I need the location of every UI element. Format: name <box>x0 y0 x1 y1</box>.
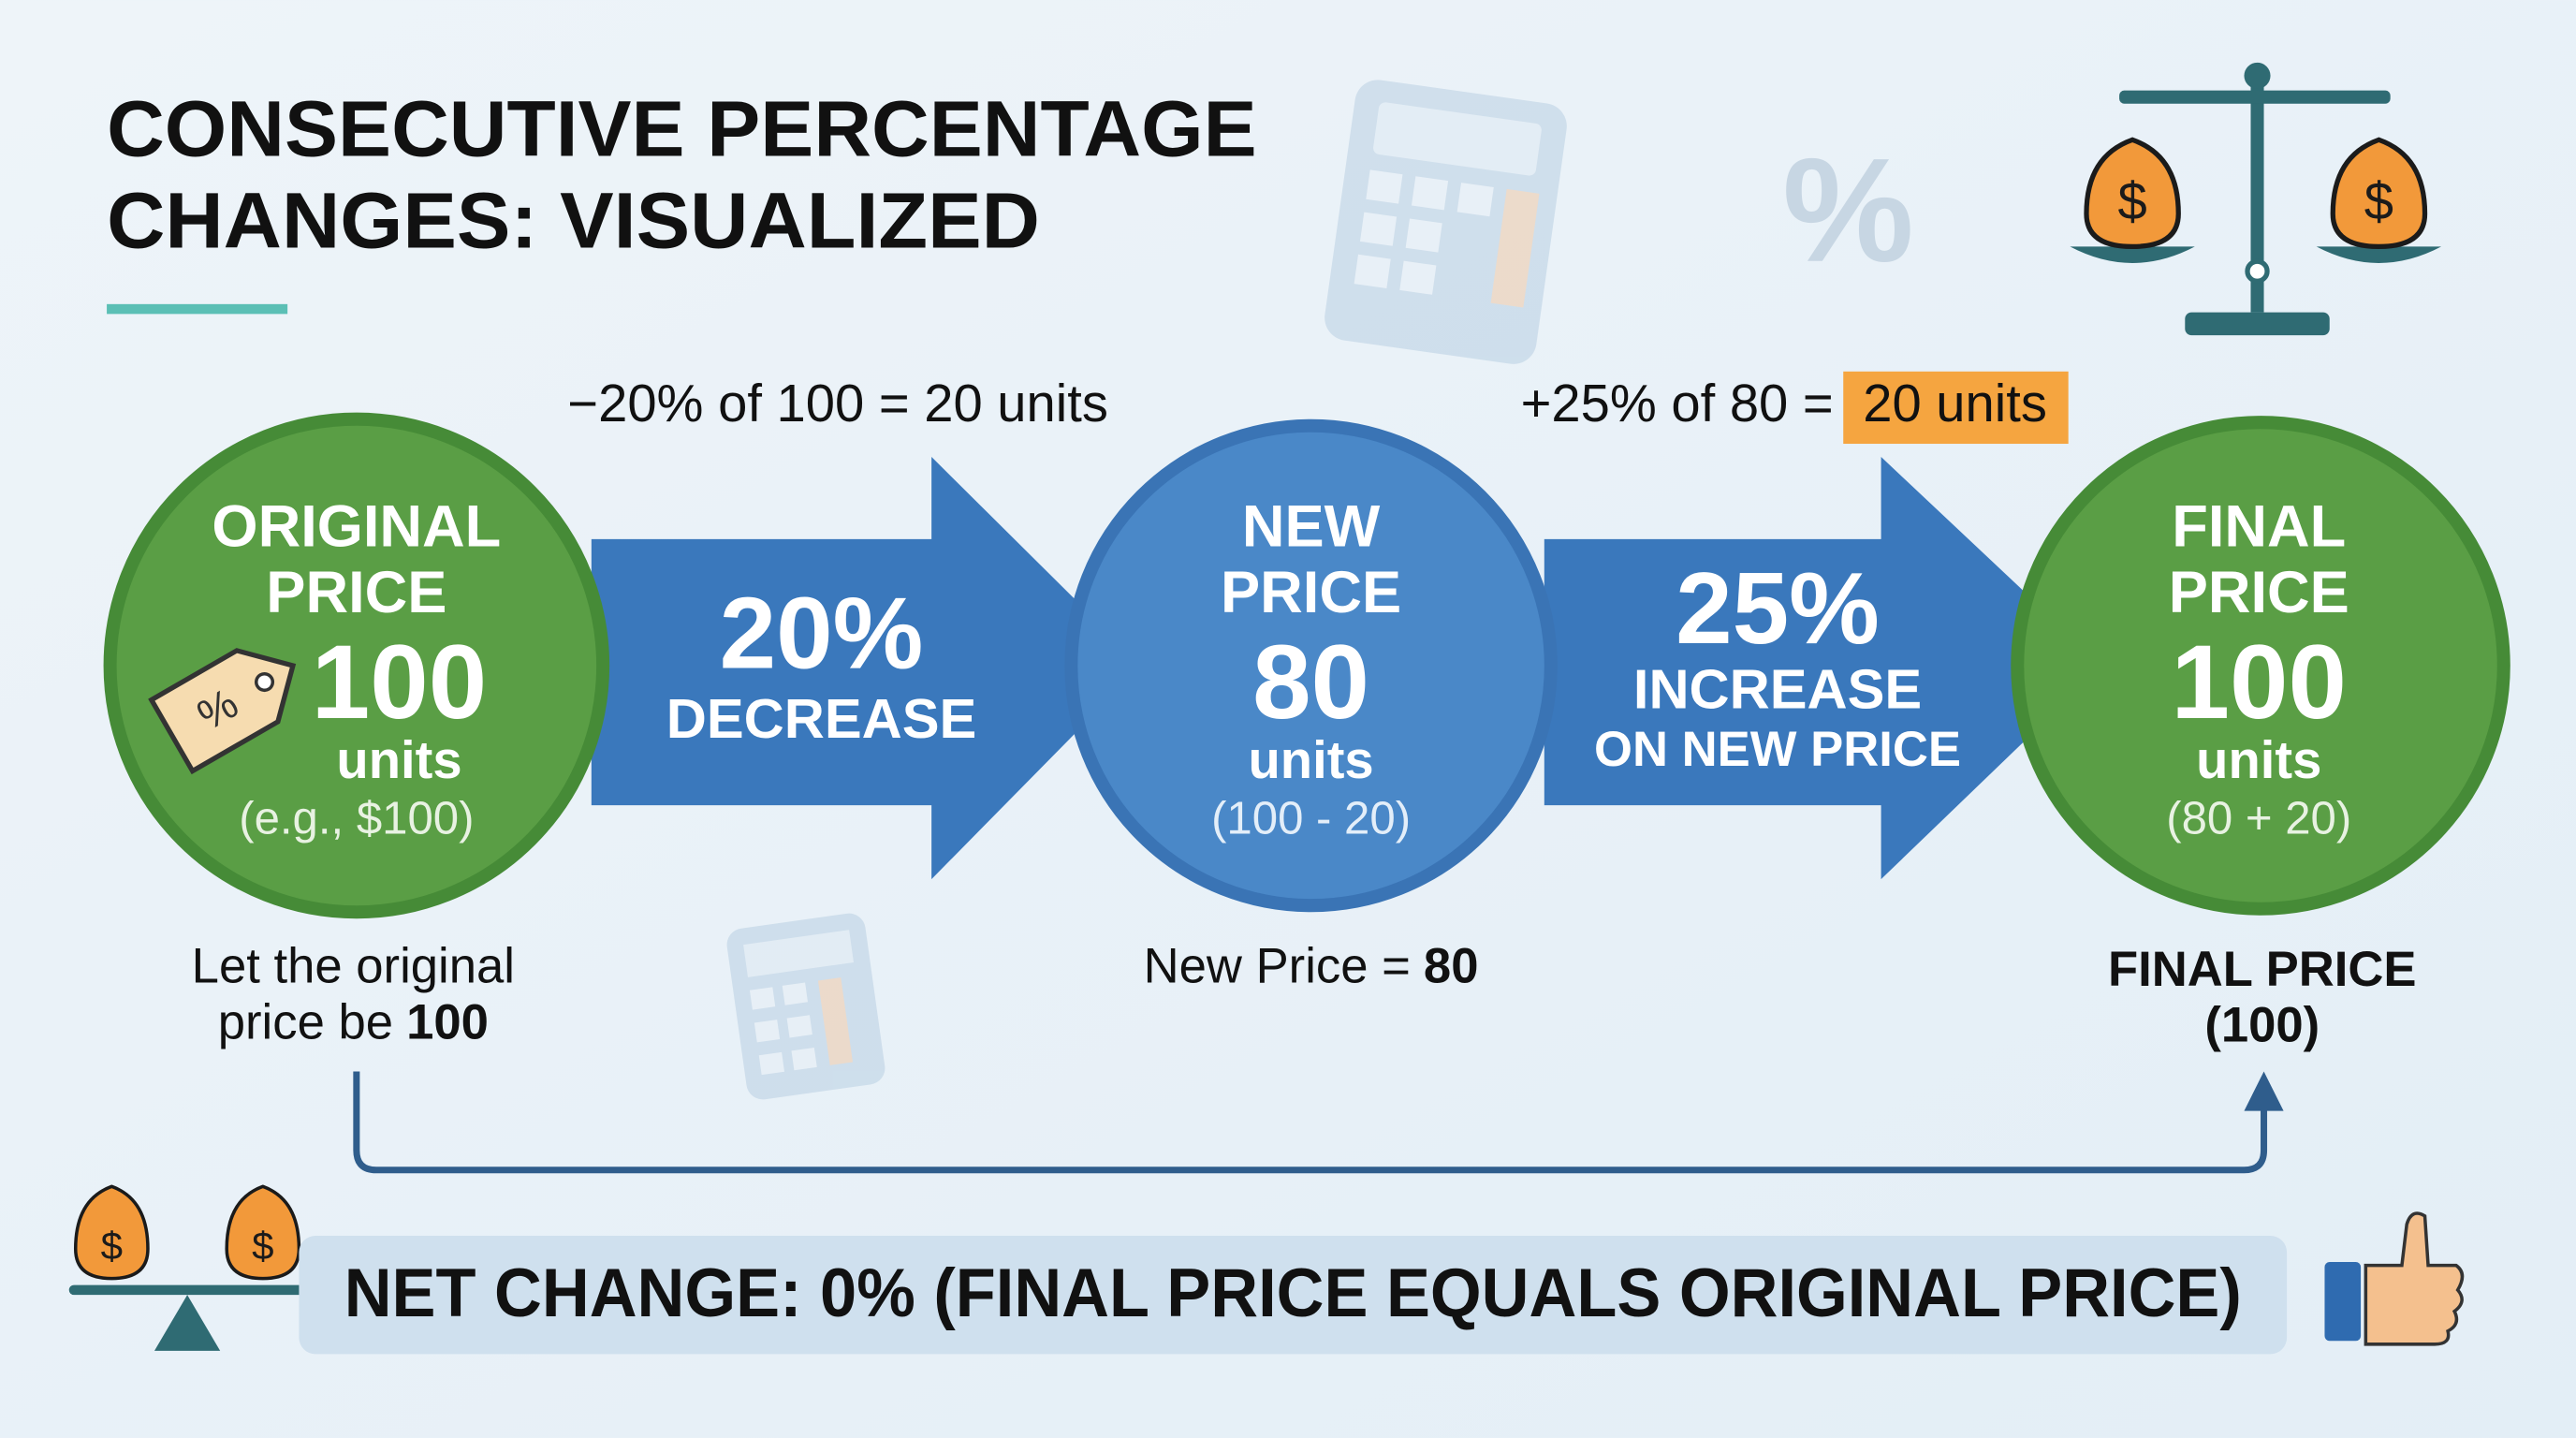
node-label: PRICE <box>266 560 446 625</box>
caption-value: 100 <box>406 994 489 1049</box>
dollar-sign: $ <box>252 1224 273 1268</box>
caption: Let the original <box>192 939 515 994</box>
node-note: (e.g., $100) <box>239 794 474 844</box>
node-unit: units <box>2196 730 2321 789</box>
node-label: PRICE <box>2169 560 2349 625</box>
caption-text: price be <box>218 994 393 1049</box>
node-note: (100 - 20) <box>1211 794 1411 844</box>
caption-value: 80 <box>1424 939 1479 994</box>
caption: price be 100 <box>218 994 489 1049</box>
connector <box>353 1071 2268 1174</box>
node-value: 100 <box>2172 623 2347 741</box>
title: CONSECUTIVE PERCENTAGE <box>107 84 1257 172</box>
arrow-increase <box>1544 457 2103 880</box>
arrow-label: INCREASE <box>1633 658 1922 721</box>
node-original <box>103 412 610 919</box>
dollar-sign: $ <box>2118 171 2147 230</box>
dollar-sign: $ <box>101 1224 123 1268</box>
node-final <box>2011 416 2510 916</box>
highlight <box>1843 371 2069 445</box>
caption: (100) <box>2204 998 2320 1053</box>
dollar-sign: $ <box>2364 171 2393 230</box>
summary: NET CHANGE: 0% (FINAL PRICE EQUALS ORIGI… <box>344 1254 2242 1331</box>
node-label: NEW <box>1242 494 1381 560</box>
node-new <box>1064 418 1558 913</box>
caption: New Price = 80 <box>1144 939 1479 994</box>
calculator-decor <box>1325 80 1567 364</box>
summary-box <box>299 1235 2288 1355</box>
percent-decor: % <box>1782 128 1913 293</box>
arrow-percent: 20% <box>720 576 924 690</box>
thumbs-up-icon <box>2324 1211 2465 1346</box>
title-underline <box>107 303 288 315</box>
connector-head <box>2244 1071 2284 1111</box>
node-unit: units <box>1249 730 1374 789</box>
node-unit: units <box>336 730 461 789</box>
calc-highlight: 20 units <box>1863 374 2047 433</box>
node-note: (80 + 20) <box>2166 794 2351 844</box>
node-label: ORIGINAL <box>212 494 501 560</box>
title: CHANGES: VISUALIZED <box>107 177 1040 265</box>
arrow-decrease <box>591 457 1142 880</box>
arrow-percent: 25% <box>1676 551 1880 666</box>
caption: FINAL PRICE <box>2108 942 2417 997</box>
calc-text: −20% of 100 = 20 units <box>567 374 1108 433</box>
node-value: 80 <box>1252 623 1369 741</box>
calc-text: +25% of 80 = <box>1521 374 1834 433</box>
node-value: 100 <box>312 623 487 741</box>
node-label: PRICE <box>1221 560 1401 625</box>
arrow-label: DECREASE <box>666 687 977 750</box>
calculator-decor-small <box>726 913 886 1100</box>
small-scale-icon: $ $ <box>68 1184 308 1351</box>
arrow-label: ON NEW PRICE <box>1594 722 1961 777</box>
scale-icon: $ $ <box>2070 62 2442 336</box>
node-label: FINAL <box>2172 494 2346 560</box>
caption-text: New Price = <box>1144 939 1411 994</box>
price-tag-icon: % <box>148 648 297 775</box>
